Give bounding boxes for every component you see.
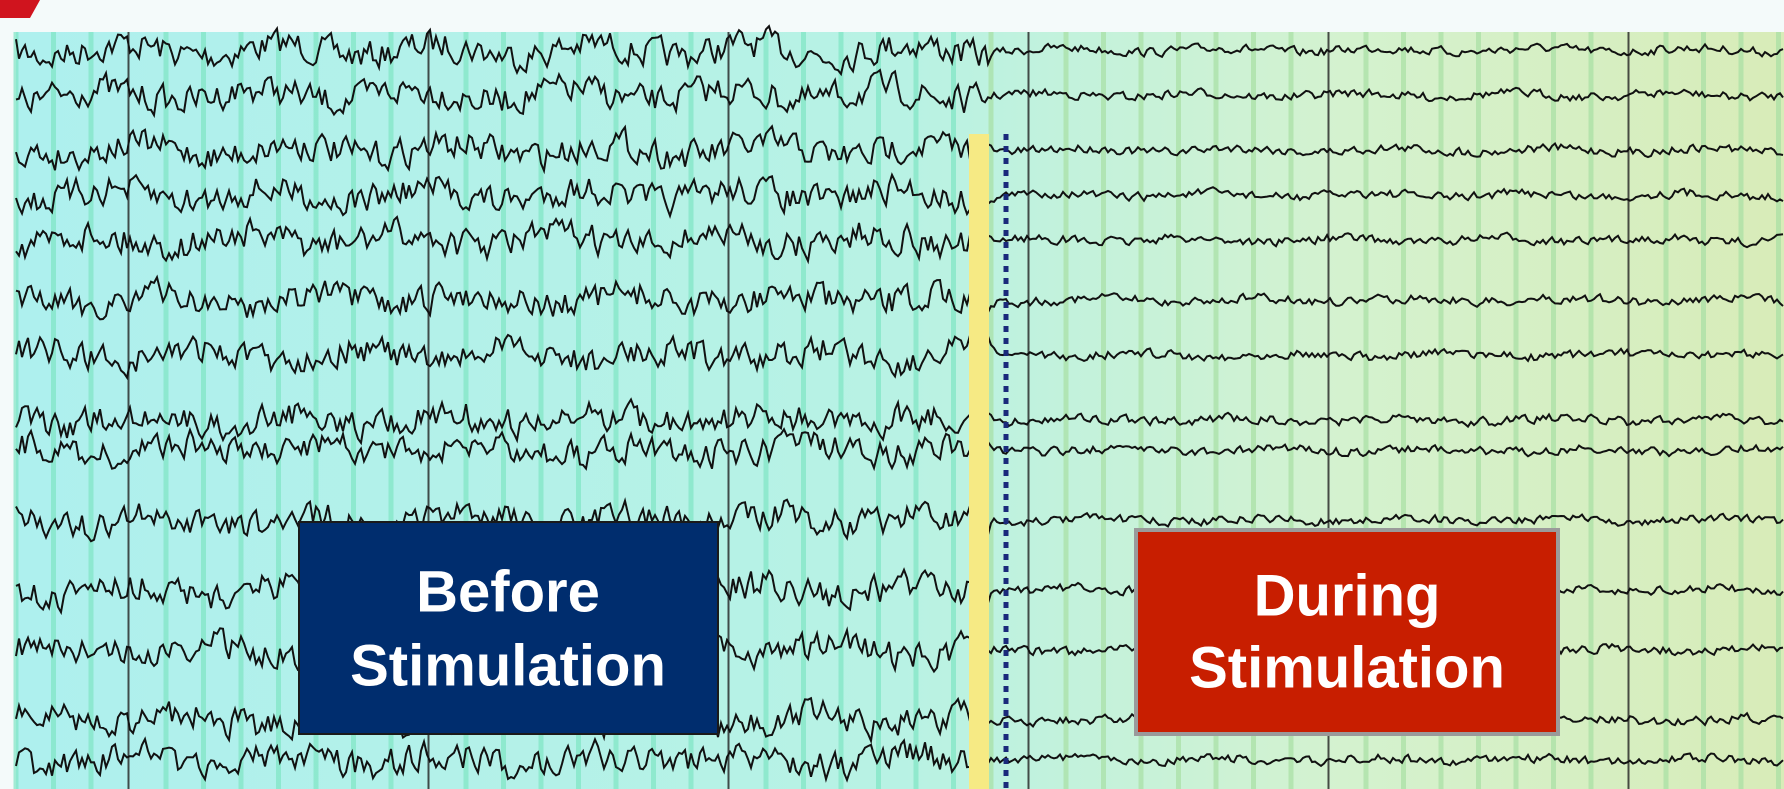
during-label: During Stimulation [1136, 530, 1558, 734]
before-line1: Before [416, 559, 600, 624]
page: Before Stimulation During Stimulation ((… [0, 0, 1784, 789]
stimulation-marker [969, 134, 989, 789]
before-line2: Stimulation [350, 633, 666, 698]
before-box [299, 522, 718, 734]
before-label: Before Stimulation [299, 522, 718, 734]
during-line1: During [1254, 563, 1441, 628]
during-box [1136, 530, 1558, 734]
eeg-slide: Before Stimulation During Stimulation [0, 0, 1784, 789]
during-line2: Stimulation [1189, 635, 1505, 700]
